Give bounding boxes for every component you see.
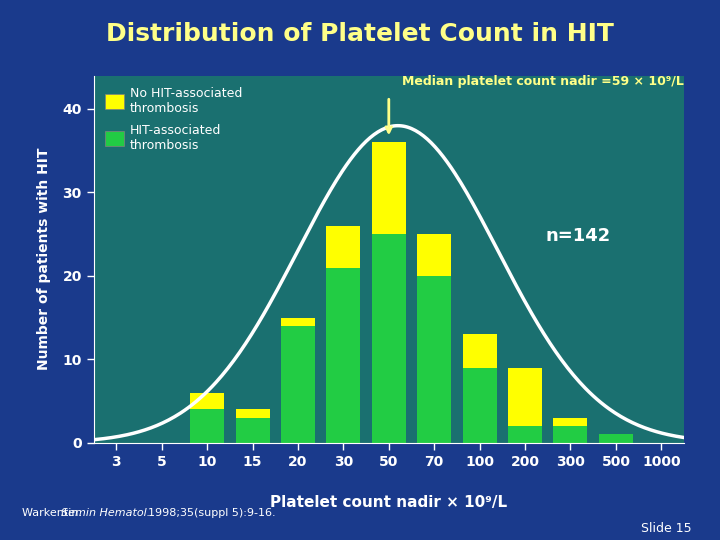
Legend: No HIT-associated
thrombosis, HIT-associated
thrombosis: No HIT-associated thrombosis, HIT-associ… <box>100 82 247 157</box>
Text: 1998;35(suppl 5):9-16.: 1998;35(suppl 5):9-16. <box>148 508 275 518</box>
Bar <box>463 334 497 368</box>
Bar <box>372 143 406 234</box>
Bar <box>235 418 269 443</box>
Bar <box>326 267 361 443</box>
Bar <box>554 418 588 426</box>
Bar <box>508 368 542 426</box>
Bar <box>599 435 633 443</box>
Text: Median platelet count nadir =59 × 10⁹/L: Median platelet count nadir =59 × 10⁹/L <box>402 75 684 88</box>
Text: Warkentin.: Warkentin. <box>22 508 89 518</box>
Text: Semin Hematol.: Semin Hematol. <box>61 508 158 518</box>
Y-axis label: Number of patients with HIT: Number of patients with HIT <box>37 148 51 370</box>
Bar <box>554 426 588 443</box>
Text: n=142: n=142 <box>545 227 611 245</box>
Bar <box>326 226 361 267</box>
Bar <box>281 326 315 443</box>
Bar <box>235 409 269 418</box>
Bar <box>463 368 497 443</box>
Text: Platelet count nadir × 10⁹/L: Platelet count nadir × 10⁹/L <box>270 495 508 510</box>
Text: Distribution of Platelet Count in HIT: Distribution of Platelet Count in HIT <box>106 22 614 45</box>
Bar <box>372 234 406 443</box>
Text: Slide 15: Slide 15 <box>641 522 691 535</box>
Bar <box>190 393 224 409</box>
Bar <box>508 426 542 443</box>
Bar <box>417 234 451 276</box>
Bar <box>190 409 224 443</box>
Bar <box>417 276 451 443</box>
Bar <box>281 318 315 326</box>
